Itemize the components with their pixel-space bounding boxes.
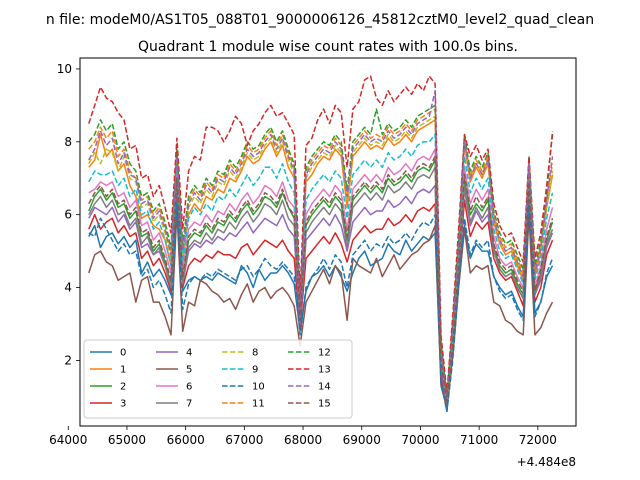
x-tick-label: 70000 bbox=[401, 433, 439, 447]
y-tick-label: 4 bbox=[64, 281, 72, 295]
legend-label-13: 13 bbox=[318, 365, 331, 376]
series-line-15 bbox=[88, 155, 554, 405]
legend-label-7: 7 bbox=[186, 399, 192, 410]
series-line-14 bbox=[88, 90, 554, 402]
series-line-0 bbox=[88, 192, 554, 413]
legend-label-6: 6 bbox=[186, 382, 192, 393]
legend-label-0: 0 bbox=[120, 348, 126, 359]
chart-title: Quadrant 1 module wise count rates with … bbox=[138, 39, 518, 55]
y-tick-label: 2 bbox=[64, 353, 72, 367]
axes-frame bbox=[79, 57, 577, 427]
series-line-9 bbox=[88, 133, 554, 405]
series-line-8 bbox=[88, 115, 554, 402]
x-tick-label: 72000 bbox=[519, 433, 557, 447]
series-line-2 bbox=[88, 159, 554, 405]
legend-label-4: 4 bbox=[186, 348, 192, 359]
series-line-3 bbox=[88, 184, 554, 409]
legend-box bbox=[83, 339, 353, 419]
figure-suptitle: n file: modeM0/AS1T05_088T01_9000006126_… bbox=[46, 12, 594, 28]
legend-label-1: 1 bbox=[120, 365, 126, 376]
series-line-13 bbox=[88, 75, 554, 394]
x-tick-label: 69000 bbox=[343, 433, 381, 447]
legend-label-3: 3 bbox=[120, 399, 126, 410]
legend-label-12: 12 bbox=[318, 348, 331, 359]
x-tick-label: 65000 bbox=[108, 433, 146, 447]
x-tick-label: 71000 bbox=[460, 433, 498, 447]
series-line-11 bbox=[88, 108, 554, 402]
legend-label-2: 2 bbox=[120, 382, 126, 393]
y-axis: 2 4 6 8 10 bbox=[57, 62, 80, 367]
y-tick-label: 8 bbox=[64, 135, 72, 149]
x-tick-label: 68000 bbox=[284, 433, 322, 447]
legend-label-10: 10 bbox=[252, 382, 265, 393]
series-line-7 bbox=[88, 166, 554, 405]
x-tick-label: 66000 bbox=[167, 433, 205, 447]
series-line-12 bbox=[88, 104, 554, 398]
legend-label-8: 8 bbox=[252, 348, 258, 359]
legend-label-15: 15 bbox=[318, 399, 331, 410]
legend-label-14: 14 bbox=[318, 382, 331, 393]
x-axis: 64000 65000 66000 67000 68000 69000 70000 71000… bbox=[49, 426, 557, 447]
x-axis-offset-label: +4.484e8 bbox=[517, 455, 576, 469]
plot-lines bbox=[88, 75, 554, 413]
legend-label-9: 9 bbox=[252, 365, 258, 376]
y-tick-label: 10 bbox=[57, 62, 72, 76]
y-tick-label: 6 bbox=[64, 208, 72, 222]
legend-label-5: 5 bbox=[186, 365, 192, 376]
legend-label-11: 11 bbox=[252, 399, 265, 410]
series-line-5 bbox=[88, 210, 554, 409]
x-tick-label: 64000 bbox=[49, 433, 87, 447]
x-tick-label: 67000 bbox=[225, 433, 263, 447]
series-line-6 bbox=[88, 148, 554, 405]
series-line-10 bbox=[88, 199, 554, 413]
